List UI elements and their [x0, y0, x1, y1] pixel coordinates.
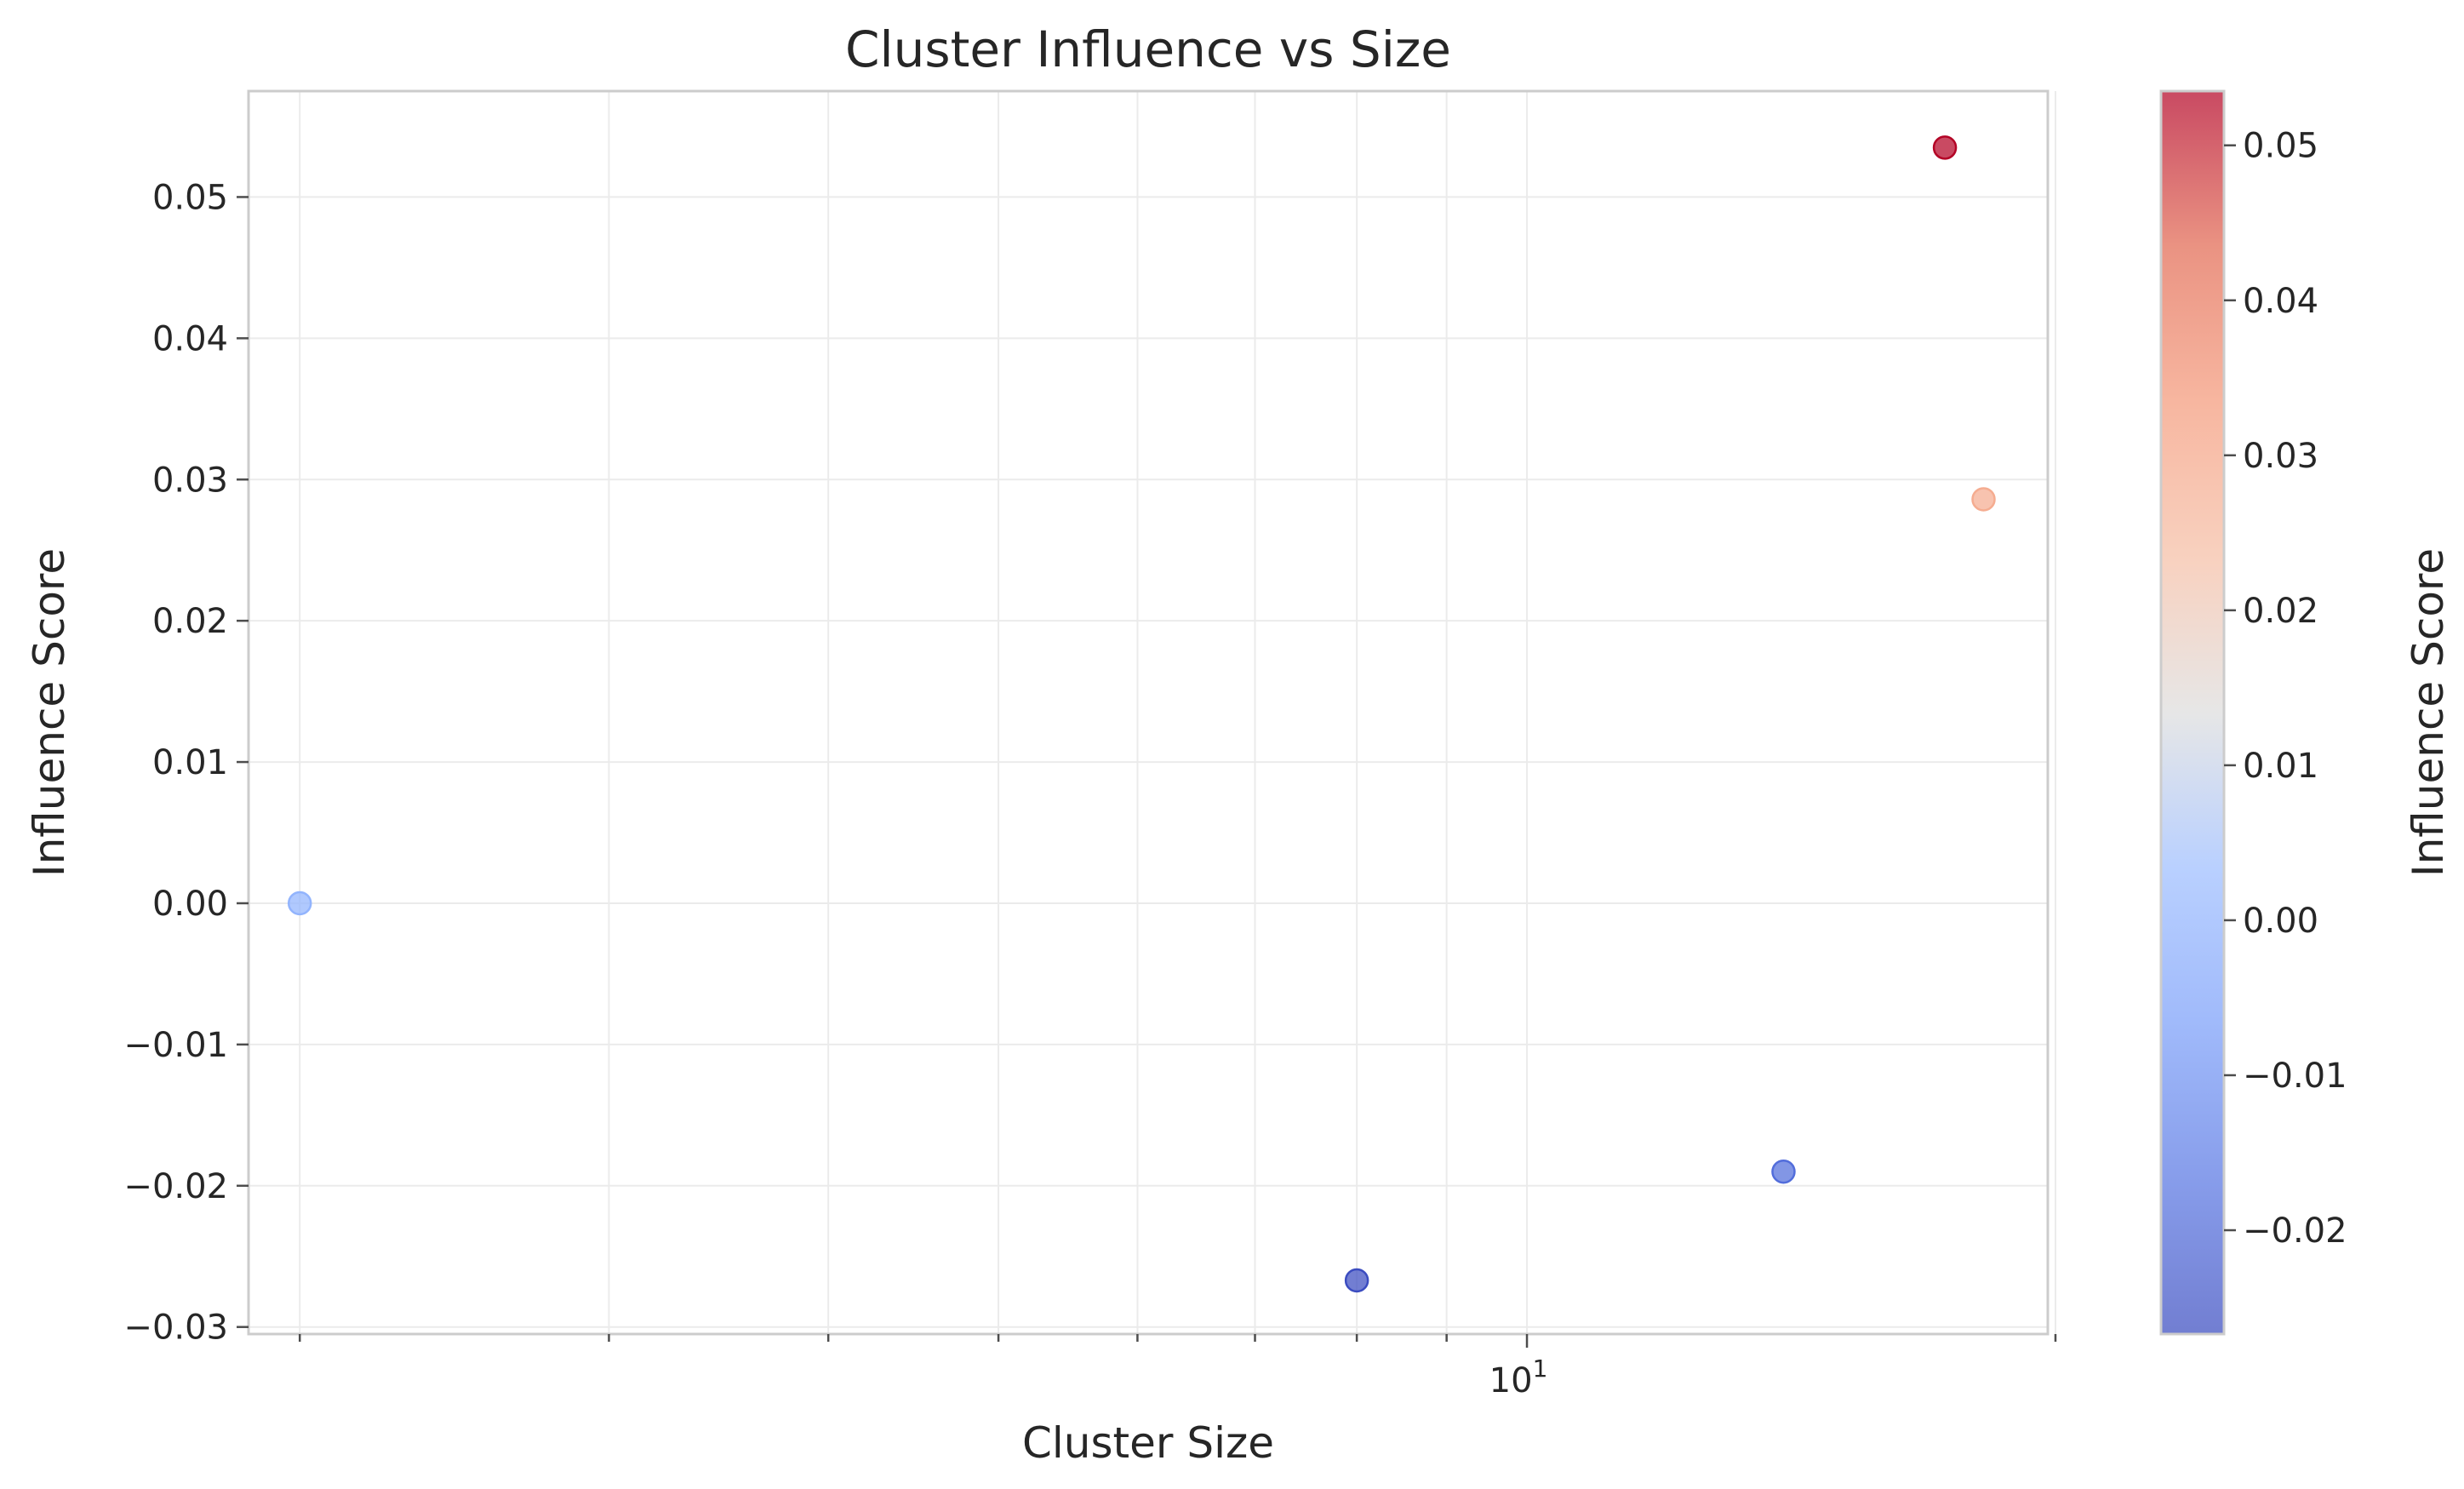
y-tick-label: 0.03 [152, 461, 228, 500]
colorbar-tick-label: 0.05 [2243, 127, 2318, 166]
x-tick-label: 101 [1489, 1354, 1548, 1400]
y-tick-label: 0.00 [152, 885, 228, 924]
colorbar-tick-label: −0.01 [2243, 1057, 2347, 1096]
y-tick-label: 0.05 [152, 178, 228, 217]
y-tick-label: −0.03 [123, 1309, 228, 1348]
y-axis: −0.03 −0.02 −0.01 0.00 0.01 0.02 0.03 0.04 0.05 [123, 178, 249, 1348]
chart-title: Cluster Influence vs Size [845, 20, 1451, 78]
data-points [287, 135, 1996, 1293]
y-tick-label: 0.01 [152, 743, 228, 782]
data-point [1932, 135, 1958, 160]
colorbar-ticks: −0.02 −0.01 0.00 0.01 0.02 0.03 0.04 0.05 [2224, 127, 2347, 1251]
y-axis-label: Influence Score [25, 548, 74, 877]
colorbar-tick-label: −0.02 [2243, 1211, 2347, 1251]
colorbar-label: Influence Score [2404, 548, 2453, 877]
data-point [1344, 1268, 1369, 1293]
colorbar-tick-label: 0.04 [2243, 282, 2318, 321]
y-tick-label: 0.04 [152, 319, 228, 358]
plot-frame [247, 89, 2050, 1336]
colorbar: −0.02 −0.01 0.00 0.01 0.02 0.03 0.04 0.05 Influ… [2159, 89, 2453, 1336]
colorbar-gradient [2161, 91, 2224, 1334]
colorbar-tick-label: 0.02 [2243, 592, 2318, 631]
y-tick-label: −0.01 [123, 1026, 228, 1065]
data-point [287, 891, 312, 916]
colorbar-frame [2159, 89, 2226, 1336]
grid [249, 91, 2057, 1334]
colorbar-tick-label: 0.00 [2243, 902, 2318, 941]
data-point [1771, 1159, 1796, 1184]
y-tick-label: −0.02 [123, 1167, 228, 1206]
colorbar-tick-label: 0.01 [2243, 747, 2318, 786]
x-axis-label: Cluster Size [1022, 1418, 1274, 1468]
data-point [1971, 487, 1996, 512]
colorbar-tick-label: 0.03 [2243, 437, 2318, 476]
y-tick-label: 0.02 [152, 602, 228, 641]
x-axis: 101 [298, 1334, 2057, 1400]
